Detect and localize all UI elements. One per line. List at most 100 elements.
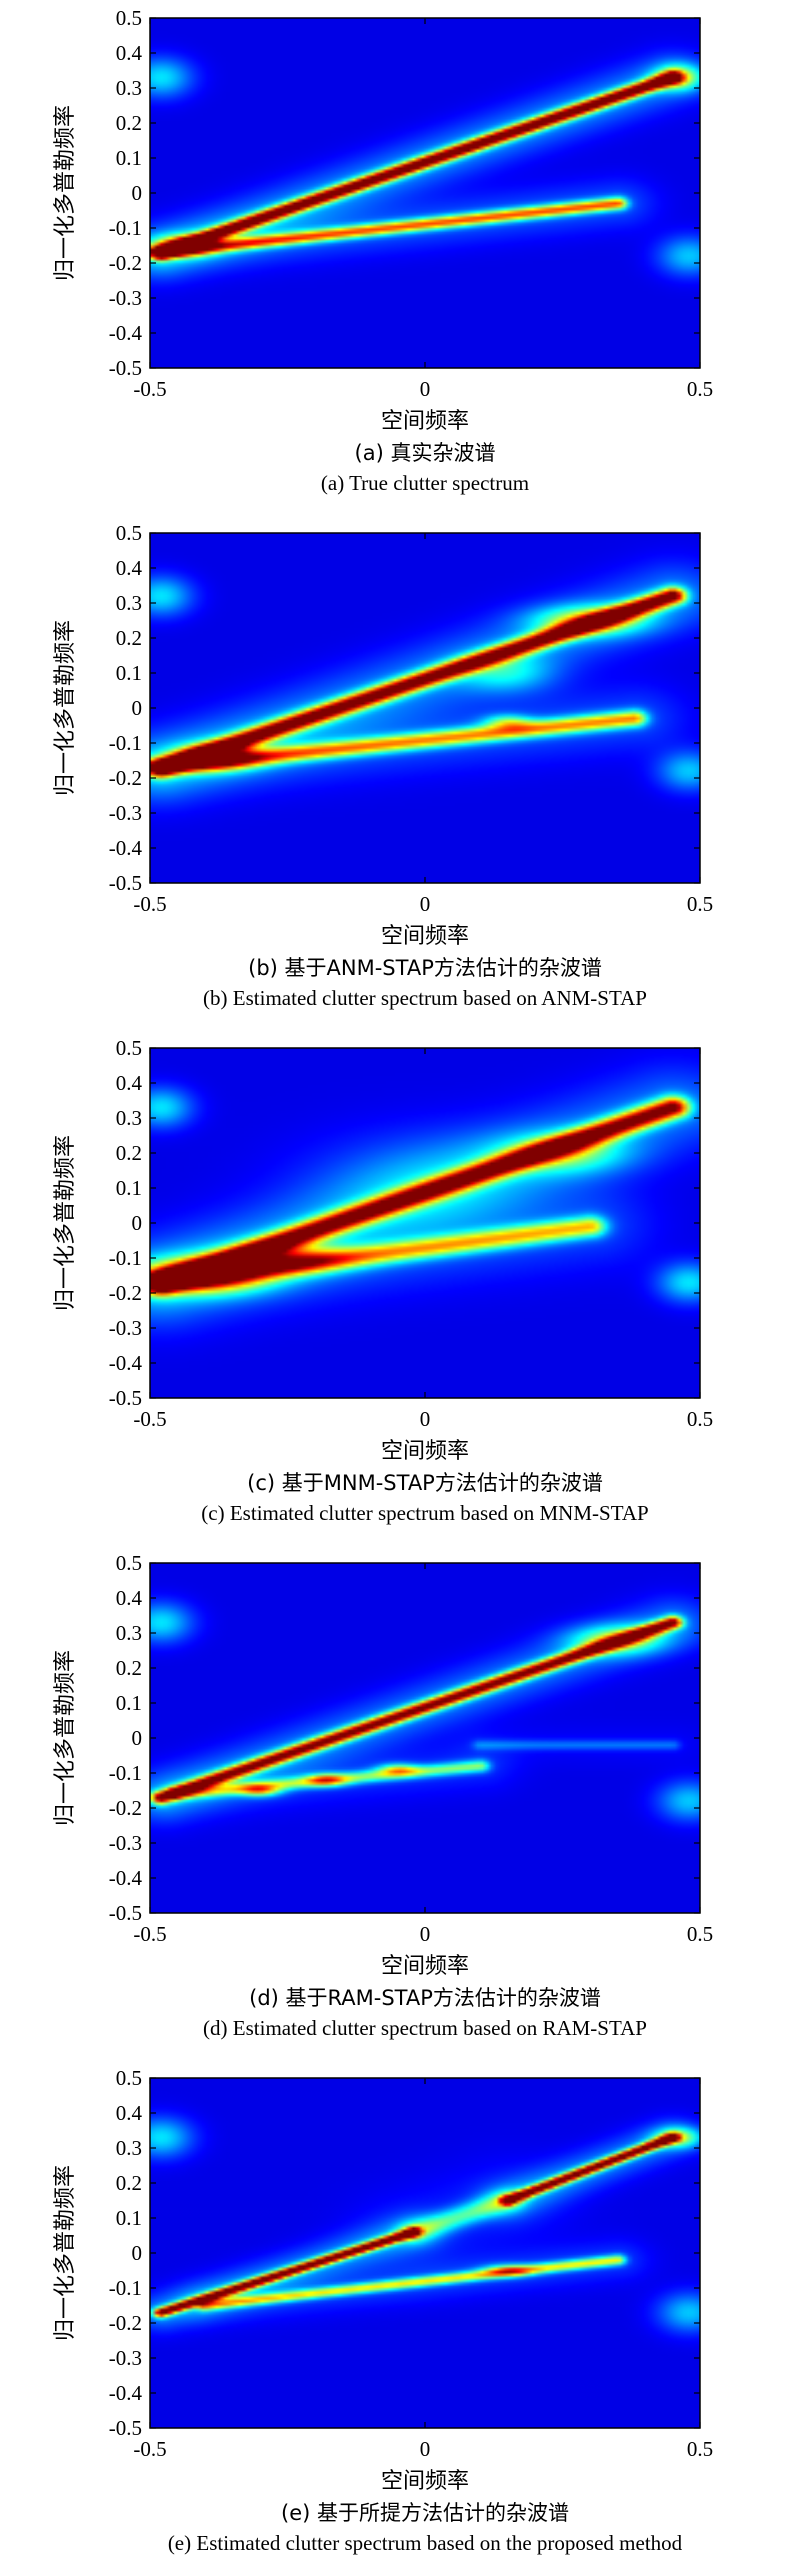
- y-tick-label: 0.1: [116, 1176, 142, 1200]
- y-axis-label: 归一化多普勒频率: [53, 1135, 78, 1311]
- y-tick-label: 0.5: [116, 1551, 142, 1575]
- y-tick-label: 0.4: [116, 2101, 143, 2125]
- y-tick-label: -0.5: [109, 2416, 142, 2440]
- x-tick-label: 0.5: [687, 377, 713, 401]
- caption-cn: (b) 基于ANM-STAP方法估计的杂波谱: [248, 956, 602, 980]
- x-tick-label: 0.5: [687, 892, 713, 916]
- y-tick-label: 0.4: [116, 41, 143, 65]
- y-tick-label: 0.3: [116, 591, 142, 615]
- x-axis-label: 空间频率: [381, 2469, 469, 2494]
- x-tick-label: 0.5: [687, 1407, 713, 1431]
- y-tick-label: -0.2: [109, 766, 142, 790]
- y-axis-label: 归一化多普勒频率: [53, 1650, 78, 1826]
- y-tick-label: -0.4: [109, 2381, 143, 2405]
- x-tick-label: -0.5: [133, 1407, 166, 1431]
- caption-cn: (a) 真实杂波谱: [355, 441, 496, 465]
- x-tick-label: 0: [420, 1922, 431, 1946]
- y-tick-label: 0.2: [116, 2171, 142, 2195]
- y-axis-label: 归一化多普勒频率: [53, 105, 78, 281]
- caption-cn: (e) 基于所提方法估计的杂波谱: [281, 2501, 569, 2525]
- y-tick-label: -0.1: [109, 2276, 142, 2300]
- caption-cn: (d) 基于RAM-STAP方法估计的杂波谱: [249, 1986, 601, 2010]
- caption-cn: (c) 基于MNM-STAP方法估计的杂波谱: [247, 1471, 603, 1495]
- panel-d: 0.5 0.4 0.3 0.2 0.1 0 -0.1 -0.2 -0.3 -0.4 -0.5-0.5…: [53, 1551, 713, 2040]
- y-axis-label: 归一化多普勒频率: [53, 620, 78, 796]
- x-tick-label: 0.5: [687, 2437, 713, 2461]
- caption-en: (d) Estimated clutter spectrum based on …: [203, 2016, 647, 2040]
- y-tick-label: 0.1: [116, 1691, 142, 1715]
- y-tick-label: 0.1: [116, 2206, 142, 2230]
- y-tick-label: -0.5: [109, 1386, 142, 1410]
- x-axis-label: 空间频率: [381, 924, 469, 949]
- y-tick-label: 0: [132, 181, 143, 205]
- y-axis-label: 归一化多普勒频率: [53, 2165, 78, 2341]
- y-tick-label: -0.5: [109, 871, 142, 895]
- y-tick-label: 0: [132, 2241, 143, 2265]
- y-tick-label: -0.1: [109, 1246, 142, 1270]
- y-tick-label: -0.3: [109, 801, 142, 825]
- y-tick-label: -0.5: [109, 1901, 142, 1925]
- panel-e: 0.5 0.4 0.3 0.2 0.1 0 -0.1 -0.2 -0.3 -0.4 -0.5-0.5…: [53, 2066, 713, 2555]
- heatmap-image: [150, 1048, 700, 1398]
- y-tick-label: 0.3: [116, 2136, 142, 2160]
- x-tick-label: 0: [420, 377, 431, 401]
- caption-en: (e) Estimated clutter spectrum based on …: [168, 2531, 683, 2555]
- y-tick-label: -0.3: [109, 1831, 142, 1855]
- x-tick-label: -0.5: [133, 1922, 166, 1946]
- y-tick-label: -0.1: [109, 1761, 142, 1785]
- x-tick-label: 0: [420, 2437, 431, 2461]
- y-tick-label: -0.4: [109, 836, 143, 860]
- x-axis-label: 空间频率: [381, 1954, 469, 1979]
- y-tick-label: 0: [132, 1211, 143, 1235]
- x-axis-label: 空间频率: [381, 409, 469, 434]
- y-tick-label: -0.2: [109, 2311, 142, 2335]
- caption-en: (a) True clutter spectrum: [321, 471, 529, 495]
- caption-en: (c) Estimated clutter spectrum based on …: [201, 1501, 648, 1525]
- y-tick-label: 0: [132, 1726, 143, 1750]
- y-tick-label: 0.1: [116, 661, 142, 685]
- y-tick-label: -0.1: [109, 731, 142, 755]
- y-tick-label: -0.2: [109, 1281, 142, 1305]
- y-tick-label: 0.2: [116, 1656, 142, 1680]
- panel-c: 0.5 0.4 0.3 0.2 0.1 0 -0.1 -0.2 -0.3 -0.4 -0.5-0.5…: [53, 1036, 713, 1525]
- y-tick-label: -0.4: [109, 1351, 143, 1375]
- y-tick-label: -0.5: [109, 356, 142, 380]
- y-tick-label: -0.3: [109, 286, 142, 310]
- y-tick-label: 0.3: [116, 76, 142, 100]
- x-tick-label: 0: [420, 1407, 431, 1431]
- panel-a: 0.5 0.4 0.3 0.2 0.1 0 -0.1 -0.2 -0.3 -0.4 -0.5-0.5…: [53, 6, 713, 495]
- y-tick-label: 0: [132, 696, 143, 720]
- y-tick-label: -0.3: [109, 1316, 142, 1340]
- y-tick-label: -0.4: [109, 321, 143, 345]
- y-tick-label: -0.2: [109, 251, 142, 275]
- y-tick-label: 0.1: [116, 146, 142, 170]
- heatmap-image: [150, 2078, 700, 2428]
- heatmap-image: [150, 533, 700, 883]
- y-tick-label: 0.4: [116, 1586, 143, 1610]
- heatmap-image: [150, 18, 700, 368]
- y-tick-label: 0.5: [116, 521, 142, 545]
- y-tick-label: -0.4: [109, 1866, 143, 1890]
- y-tick-label: 0.3: [116, 1621, 142, 1645]
- y-tick-label: 0.5: [116, 2066, 142, 2090]
- x-tick-label: -0.5: [133, 2437, 166, 2461]
- x-tick-label: -0.5: [133, 377, 166, 401]
- panel-b: 0.5 0.4 0.3 0.2 0.1 0 -0.1 -0.2 -0.3 -0.4 -0.5-0.5…: [53, 521, 713, 1010]
- y-tick-label: 0.3: [116, 1106, 142, 1130]
- x-axis-label: 空间频率: [381, 1439, 469, 1464]
- y-tick-label: -0.1: [109, 216, 142, 240]
- y-tick-label: -0.2: [109, 1796, 142, 1820]
- y-tick-label: 0.4: [116, 556, 143, 580]
- y-tick-label: 0.2: [116, 111, 142, 135]
- x-tick-label: 0: [420, 892, 431, 916]
- y-tick-label: 0.2: [116, 626, 142, 650]
- caption-en: (b) Estimated clutter spectrum based on …: [203, 986, 647, 1010]
- y-tick-label: 0.2: [116, 1141, 142, 1165]
- heatmap-image: [150, 1563, 700, 1913]
- x-tick-label: 0.5: [687, 1922, 713, 1946]
- y-tick-label: 0.5: [116, 1036, 142, 1060]
- y-tick-label: 0.4: [116, 1071, 143, 1095]
- y-tick-label: -0.3: [109, 2346, 142, 2370]
- y-tick-label: 0.5: [116, 6, 142, 30]
